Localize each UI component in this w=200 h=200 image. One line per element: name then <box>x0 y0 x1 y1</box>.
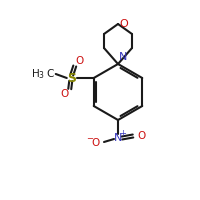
Text: O: O <box>137 131 145 141</box>
Text: O: O <box>61 89 69 99</box>
Text: 3: 3 <box>39 72 44 80</box>
Text: S: S <box>67 72 76 84</box>
Text: O: O <box>91 138 99 148</box>
Text: O: O <box>120 19 128 29</box>
Text: H: H <box>32 69 40 79</box>
Text: +: + <box>120 130 126 138</box>
Text: O: O <box>76 56 84 66</box>
Text: C: C <box>47 69 54 79</box>
Text: −: − <box>86 134 94 144</box>
Text: N: N <box>119 52 127 62</box>
Text: N: N <box>114 133 122 143</box>
